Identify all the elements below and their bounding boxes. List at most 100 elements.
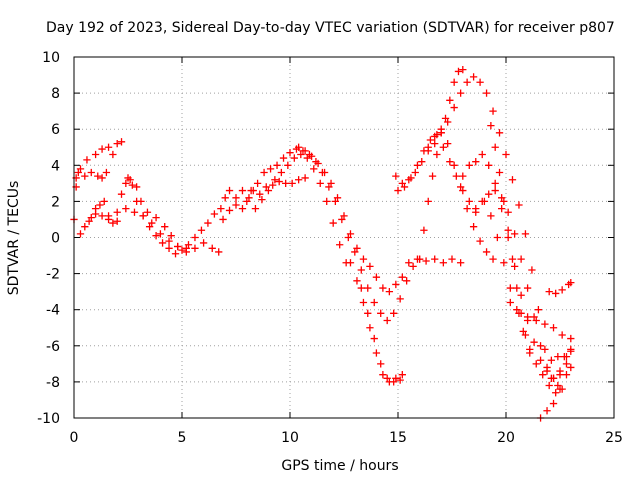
data-point bbox=[266, 165, 275, 173]
data-point bbox=[74, 168, 82, 177]
data-point bbox=[539, 371, 547, 379]
data-point bbox=[465, 197, 473, 206]
data-point bbox=[165, 237, 173, 245]
data-point bbox=[124, 174, 132, 182]
data-point bbox=[372, 349, 381, 357]
data-point bbox=[85, 217, 93, 225]
data-point bbox=[251, 204, 260, 213]
data-series bbox=[392, 73, 562, 390]
data-point bbox=[269, 181, 277, 189]
x-tick-label: 25 bbox=[605, 430, 623, 446]
data-points bbox=[70, 65, 575, 422]
data-point bbox=[191, 244, 199, 252]
y-tick-label: 10 bbox=[42, 50, 60, 66]
data-point bbox=[534, 306, 543, 314]
data-point bbox=[476, 237, 484, 245]
data-series bbox=[487, 121, 534, 357]
data-point bbox=[156, 230, 165, 238]
data-point bbox=[500, 197, 508, 206]
data-point bbox=[562, 371, 571, 379]
data-point bbox=[448, 255, 456, 263]
data-point bbox=[504, 233, 512, 242]
data-point bbox=[439, 143, 448, 151]
data-point bbox=[100, 197, 108, 206]
data-point bbox=[87, 168, 95, 177]
data-point bbox=[495, 168, 504, 177]
data-point bbox=[506, 284, 514, 292]
data-point bbox=[91, 210, 100, 218]
data-point bbox=[513, 284, 521, 292]
data-point bbox=[396, 376, 404, 384]
data-point bbox=[225, 186, 234, 195]
data-series bbox=[124, 174, 186, 258]
axis-ticks: 0 5 10 15 20 25 -10 -8 -6 -4 -2 0 2 4 6 8 10 bbox=[37, 50, 623, 446]
data-point bbox=[549, 374, 558, 382]
data-point bbox=[238, 204, 247, 213]
chart-title: Day 192 of 2023, Sidereal Day-to-day VTE… bbox=[46, 20, 615, 36]
data-point bbox=[98, 145, 106, 153]
data-point bbox=[454, 67, 463, 76]
data-point bbox=[152, 213, 160, 222]
data-point bbox=[379, 284, 387, 292]
data-point bbox=[221, 194, 229, 202]
data-point bbox=[450, 103, 458, 112]
data-point bbox=[359, 298, 368, 307]
data-point bbox=[219, 215, 227, 224]
data-point bbox=[487, 212, 495, 220]
data-point bbox=[143, 208, 152, 216]
data-point bbox=[94, 172, 102, 180]
data-point bbox=[117, 190, 126, 198]
data-point bbox=[422, 257, 430, 265]
data-point bbox=[428, 172, 437, 180]
x-axis-label: GPS time / hours bbox=[281, 458, 398, 474]
data-point bbox=[469, 73, 478, 81]
data-point bbox=[413, 161, 422, 169]
x-tick-label: 5 bbox=[178, 430, 187, 446]
data-point bbox=[517, 255, 525, 263]
data-point bbox=[526, 349, 534, 357]
data-point bbox=[558, 286, 566, 294]
data-series bbox=[480, 197, 566, 397]
data-point bbox=[552, 389, 560, 397]
data-point bbox=[469, 223, 478, 231]
data-point bbox=[282, 179, 290, 187]
data-point bbox=[245, 194, 253, 202]
data-point bbox=[238, 186, 247, 195]
data-point bbox=[392, 172, 400, 180]
data-point bbox=[567, 363, 575, 372]
data-point bbox=[418, 158, 426, 166]
data-point bbox=[489, 107, 497, 115]
data-point bbox=[91, 150, 100, 159]
y-tick-label: -10 bbox=[37, 411, 60, 427]
x-tick-label: 0 bbox=[70, 430, 79, 446]
data-point bbox=[420, 147, 428, 155]
data-point bbox=[456, 89, 465, 97]
data-point bbox=[286, 149, 294, 157]
data-point bbox=[409, 262, 417, 271]
data-point bbox=[554, 352, 562, 361]
data-point bbox=[431, 132, 439, 141]
data-point bbox=[480, 197, 489, 206]
data-point bbox=[441, 114, 450, 123]
data-point bbox=[504, 208, 512, 216]
y-tick-label: 4 bbox=[51, 158, 60, 174]
data-point bbox=[547, 356, 556, 364]
data-point bbox=[197, 226, 206, 234]
data-point bbox=[247, 186, 255, 195]
data-point bbox=[310, 165, 318, 173]
data-point bbox=[549, 399, 558, 408]
data-point bbox=[122, 204, 130, 213]
x-tick-label: 15 bbox=[389, 430, 407, 446]
data-point bbox=[279, 154, 288, 162]
data-point bbox=[98, 174, 106, 182]
y-tick-label: 2 bbox=[51, 194, 60, 210]
data-point bbox=[523, 313, 532, 321]
data-point bbox=[463, 78, 471, 86]
data-point bbox=[405, 259, 413, 267]
data-point bbox=[500, 259, 508, 267]
data-point bbox=[532, 316, 540, 325]
data-series bbox=[545, 278, 575, 298]
data-point bbox=[109, 219, 117, 227]
y-tick-label: -4 bbox=[46, 303, 60, 319]
data-series bbox=[70, 138, 126, 224]
